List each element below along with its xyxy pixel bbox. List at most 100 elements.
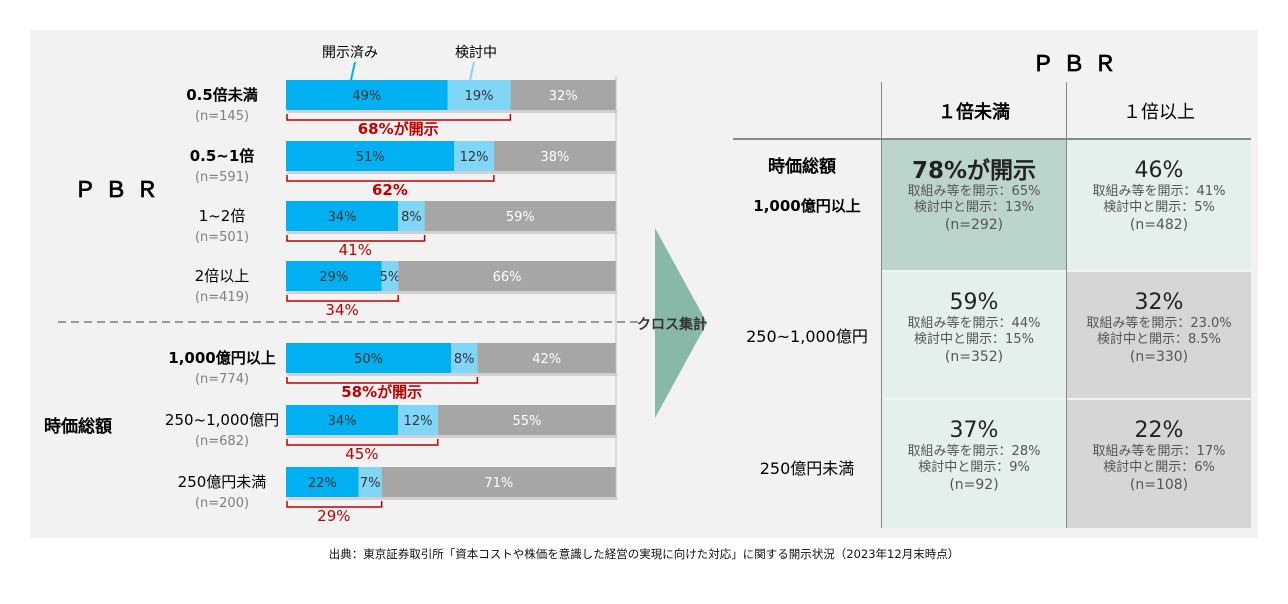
cell-sample-size: (n=482): [1129, 217, 1189, 233]
row-sample-size: (n=419): [195, 290, 249, 305]
bar-segment: [437, 405, 616, 435]
cell-disclosed: 取組み等を開示：41%: [1092, 184, 1226, 199]
total-disclosed-label: 45%: [345, 445, 378, 463]
bar-segment-label: 12%: [460, 150, 489, 165]
total-disclosed-label: 68%が開示: [358, 120, 439, 138]
matrix-cell: 37% 取組み等を開示：28% 検討中と開示：9% (n=92): [882, 400, 1066, 528]
cell-disclosed: 取組み等を開示：28%: [907, 444, 1041, 459]
bar-segment-label: 8%: [401, 210, 422, 225]
cell-disclosed: 取組み等を開示：17%: [1092, 444, 1226, 459]
row-sample-size: (n=200): [195, 496, 249, 511]
bar-segment: [286, 201, 399, 231]
bar-shadow: [287, 497, 617, 500]
matrix-divider: [733, 138, 1251, 140]
bar-segment: [510, 80, 616, 110]
cell-value: 37%: [949, 418, 999, 443]
cell-considering: 検討中と開示：9%: [918, 460, 1030, 475]
bar-segment-label: 8%: [454, 352, 475, 367]
total-bracket: [286, 439, 439, 446]
cell-sample-size: (n=352): [944, 349, 1004, 365]
cell-value: 78%が開示: [911, 158, 1037, 184]
total-bracket: [286, 175, 495, 182]
matrix-divider: [881, 82, 882, 528]
bar-segment: [424, 201, 616, 231]
bar-segment: [398, 405, 438, 435]
legend-considering: 検討中: [455, 45, 497, 61]
cell-value: 32%: [1134, 290, 1184, 315]
bar-segment-label: 22%: [308, 476, 337, 491]
cell-disclosed: 取組み等を開示：23.0%: [1086, 316, 1232, 331]
cell-considering: 検討中と開示：13%: [914, 200, 1034, 215]
matrix-cell: 78%が開示 取組み等を開示：65% 検討中と開示：13% (n=292): [882, 140, 1066, 270]
matrix-col-header: １倍以上: [1123, 102, 1195, 123]
bar-segment: [286, 261, 382, 291]
row-sample-size: (n=591): [195, 170, 249, 185]
cell-value: 22%: [1134, 418, 1184, 443]
total-disclosed-label: 41%: [339, 241, 372, 259]
cell-value: 59%: [949, 290, 999, 315]
cell-sample-size: (n=330): [1129, 349, 1189, 365]
cross-tabulation-arrow-icon: [655, 228, 707, 418]
bar-segment: [447, 80, 511, 110]
bar-segment-label: 34%: [328, 210, 357, 225]
cell-considering: 検討中と開示：8.5%: [1096, 332, 1222, 347]
bar-segment: [286, 141, 455, 171]
row-label: 250億円未満: [178, 473, 267, 491]
matrix-title: ＰＢＲ: [1032, 52, 1126, 77]
bar-segment: [286, 343, 451, 373]
bar-segment-label: 32%: [549, 89, 578, 104]
bar-segment: [454, 141, 494, 171]
matrix-col-header: １倍未満: [938, 102, 1010, 123]
bar-segment: [286, 405, 399, 435]
matrix-divider: [1066, 82, 1067, 528]
bar-segment: [477, 343, 616, 373]
total-disclosed-label: 58%が開示: [341, 383, 422, 401]
bar-shadow: [287, 110, 617, 113]
bar-segment: [493, 141, 616, 171]
total-bracket: [286, 295, 399, 302]
matrix-row-title: 時価総額: [768, 157, 836, 177]
row-sample-size: (n=501): [195, 230, 249, 245]
cell-sample-size: (n=108): [1129, 477, 1189, 493]
bar-segment-label: 19%: [465, 89, 494, 104]
bar-shadow: [287, 291, 617, 294]
total-bracket: [286, 114, 512, 121]
cell-value: 46%: [1134, 158, 1184, 183]
matrix-row-label: 250億円未満: [759, 459, 855, 478]
bar-segment-label: 34%: [328, 414, 357, 429]
row-label: 1,000億円以上: [168, 349, 275, 367]
row-label: 0.5倍未満: [186, 86, 258, 104]
bar-segment-label: 5%: [380, 270, 401, 285]
market-cap-group-label: 時価総額: [44, 417, 112, 437]
bar-segment-label: 42%: [532, 352, 561, 367]
total-bracket: [286, 501, 383, 508]
total-disclosed-label: 34%: [325, 301, 358, 319]
row-label: 2倍以上: [195, 267, 250, 285]
matrix-row-header: 時価総額 1,000億円以上: [733, 152, 881, 216]
row-sample-size: (n=774): [195, 372, 249, 387]
bar-segment: [381, 261, 399, 291]
bar-segment-label: 55%: [512, 414, 541, 429]
matrix-row-label: 250~1,000億円: [746, 327, 868, 346]
pbr-group-label: ＰＢＲ: [74, 178, 168, 203]
row-label: 0.5~1倍: [190, 147, 255, 165]
cell-sample-size: (n=92): [949, 477, 999, 493]
bar-shadow: [287, 373, 617, 376]
cell-disclosed: 取組み等を開示：44%: [907, 316, 1041, 331]
matrix-cell: 46% 取組み等を開示：41% 検討中と開示：5% (n=482): [1067, 140, 1251, 270]
bar-segment: [358, 467, 382, 497]
bar-segment: [398, 261, 616, 291]
bar-segment-label: 59%: [506, 210, 535, 225]
bar-segment-label: 51%: [356, 150, 385, 165]
cell-considering: 検討中と開示：15%: [914, 332, 1034, 347]
matrix-cell: 22% 取組み等を開示：17% 検討中と開示：6% (n=108): [1067, 400, 1251, 528]
matrix-cell: 59% 取組み等を開示：44% 検討中と開示：15% (n=352): [882, 272, 1066, 398]
bar-shadow: [287, 171, 617, 174]
bar-segment-label: 38%: [540, 150, 569, 165]
legend-pointer: [350, 61, 356, 81]
legend-disclosed: 開示済み: [322, 45, 378, 61]
bar-segment-label: 50%: [354, 352, 383, 367]
bar-segment-label: 29%: [319, 270, 348, 285]
row-label: 1~2倍: [199, 207, 246, 225]
